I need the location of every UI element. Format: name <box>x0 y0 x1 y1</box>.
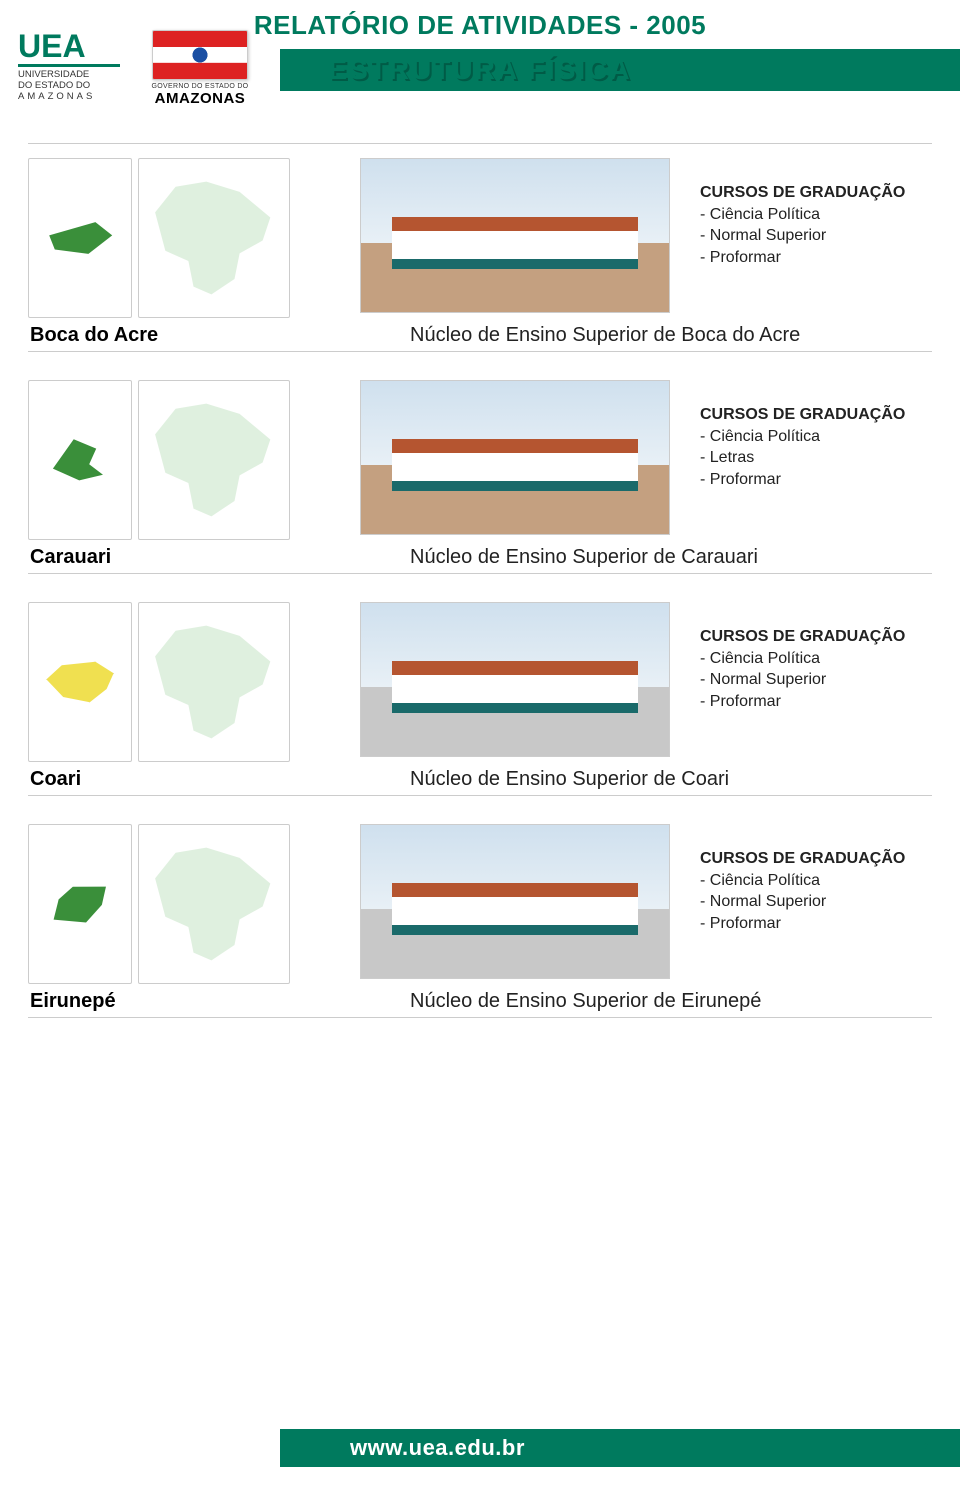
course-item: - Proformar <box>700 691 905 713</box>
nucleus-name: Núcleo de Ensino Superior de Carauari <box>410 546 758 569</box>
state-map <box>138 158 290 318</box>
course-item: - Proformar <box>700 469 905 491</box>
map-group <box>28 380 290 540</box>
map-group <box>28 824 290 984</box>
course-item: - Ciência Política <box>700 648 905 670</box>
campus-photo <box>360 380 670 535</box>
content: CURSOS DE GRADUAÇÃO- Ciência Política- N… <box>0 111 960 1018</box>
city-name: Boca do Acre <box>28 324 410 347</box>
page-number: 7 <box>918 1435 930 1461</box>
course-item: - Proformar <box>700 247 905 269</box>
course-item: - Letras <box>700 447 905 469</box>
municipality-map <box>28 380 132 540</box>
courses-title: CURSOS DE GRADUAÇÃO <box>700 626 905 648</box>
city-name: Coari <box>28 768 410 791</box>
campus-entry: CURSOS DE GRADUAÇÃO- Ciência Política- N… <box>28 824 932 1018</box>
courses-block: CURSOS DE GRADUAÇÃO- Ciência Política- L… <box>700 380 905 490</box>
courses-title: CURSOS DE GRADUAÇÃO <box>700 404 905 426</box>
course-item: - Normal Superior <box>700 891 905 913</box>
divider <box>28 143 932 144</box>
campus-entry: CURSOS DE GRADUAÇÃO- Ciência Política- L… <box>28 380 932 574</box>
campus-entry: CURSOS DE GRADUAÇÃO- Ciência Política- N… <box>28 158 932 352</box>
section-title: ESTRUTURA FÍSICA <box>328 54 631 86</box>
map-group <box>28 158 290 318</box>
course-item: - Ciência Política <box>700 870 905 892</box>
course-item: - Normal Superior <box>700 669 905 691</box>
amazonas-flag-icon <box>152 30 248 80</box>
city-name: Carauari <box>28 546 410 569</box>
state-map <box>138 824 290 984</box>
campus-entry: CURSOS DE GRADUAÇÃO- Ciência Política- N… <box>28 602 932 796</box>
campus-photo <box>360 158 670 313</box>
courses-block: CURSOS DE GRADUAÇÃO- Ciência Política- N… <box>700 602 905 712</box>
map-group <box>28 602 290 762</box>
state-map <box>138 602 290 762</box>
uea-line1: UNIVERSIDADE <box>18 69 89 80</box>
uea-logo: UEA UNIVERSIDADE DO ESTADO DO AMAZONAS <box>18 30 120 103</box>
course-item: - Ciência Política <box>700 426 905 448</box>
course-item: - Proformar <box>700 913 905 935</box>
nucleus-name: Núcleo de Ensino Superior de Boca do Acr… <box>410 324 800 347</box>
nucleus-name: Núcleo de Ensino Superior de Coari <box>410 768 729 791</box>
page-header: RELATÓRIO DE ATIVIDADES - 2005 ESTRUTURA… <box>0 0 960 111</box>
campus-photo <box>360 602 670 757</box>
footer-url: www.uea.edu.br <box>350 1435 525 1461</box>
state-map <box>138 380 290 540</box>
municipality-map <box>28 824 132 984</box>
uea-line2: DO ESTADO DO <box>18 80 90 91</box>
campus-photo <box>360 824 670 979</box>
logo-block: UEA UNIVERSIDADE DO ESTADO DO AMAZONAS G… <box>18 30 264 107</box>
course-item: - Ciência Política <box>700 204 905 226</box>
municipality-map <box>28 158 132 318</box>
course-item: - Normal Superior <box>700 225 905 247</box>
courses-title: CURSOS DE GRADUAÇÃO <box>700 182 905 204</box>
page-footer: www.uea.edu.br 7 <box>0 1429 960 1467</box>
amazonas-gov-logo: GOVERNO DO ESTADO DO AMAZONAS <box>136 30 264 107</box>
courses-title: CURSOS DE GRADUAÇÃO <box>700 848 905 870</box>
courses-block: CURSOS DE GRADUAÇÃO- Ciência Política- N… <box>700 158 905 268</box>
footer-band: www.uea.edu.br <box>280 1429 960 1467</box>
city-name: Eirunepé <box>28 990 410 1013</box>
uea-abbr: UEA <box>18 30 120 67</box>
municipality-map <box>28 602 132 762</box>
uea-line3: AMAZONAS <box>18 91 95 102</box>
nucleus-name: Núcleo de Ensino Superior de Eirunepé <box>410 990 761 1013</box>
gov-text: GOVERNO DO ESTADO DO <box>136 83 264 90</box>
amazonas-text: AMAZONAS <box>136 90 264 107</box>
courses-block: CURSOS DE GRADUAÇÃO- Ciência Política- N… <box>700 824 905 934</box>
